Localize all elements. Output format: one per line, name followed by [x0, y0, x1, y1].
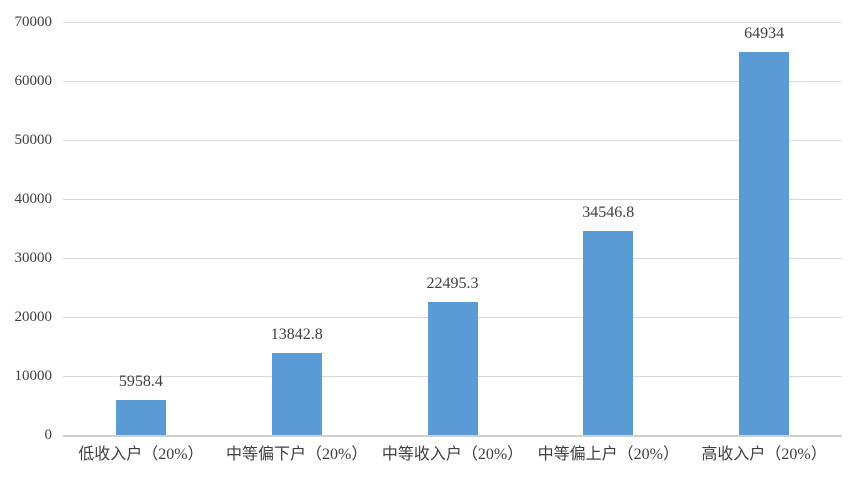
x-axis-category-label: 中等收入户（20%）: [381, 446, 524, 463]
y-axis-tick-label: 40000: [14, 191, 53, 207]
gridline: [63, 199, 842, 200]
y-axis-tick-label: 0: [44, 427, 53, 443]
x-axis-category-label: 中等偏上户（20%）: [537, 446, 679, 463]
bar-value-label: 64934: [744, 24, 785, 42]
gridline: [63, 258, 842, 259]
bar-value-label: 5958.4: [118, 372, 163, 390]
y-axis-tick-label: 70000: [14, 14, 53, 30]
bar: [427, 302, 478, 435]
bar: [115, 399, 166, 435]
bar: [739, 51, 790, 435]
gridline: [63, 140, 842, 141]
bar: [271, 353, 322, 435]
x-axis-category-label: 高收入户（20%）: [701, 446, 827, 463]
x-axis-line: [63, 435, 842, 437]
y-axis-tick-label: 20000: [14, 309, 53, 325]
bar-value-label: 13842.8: [270, 326, 323, 344]
x-axis-category-label: 中等偏下户（20%）: [226, 446, 368, 463]
y-axis-tick-label: 60000: [14, 73, 53, 89]
bar-value-label: 34546.8: [582, 204, 635, 222]
gridline: [63, 22, 842, 23]
y-axis-tick-label: 50000: [14, 132, 53, 148]
x-axis-category-label: 低收入户（20%）: [78, 446, 204, 463]
bar-value-label: 22495.3: [426, 275, 479, 293]
y-axis-tick-label: 10000: [14, 368, 53, 384]
bar: [583, 231, 634, 435]
gridline: [63, 81, 842, 82]
y-axis-tick-label: 30000: [14, 250, 53, 266]
